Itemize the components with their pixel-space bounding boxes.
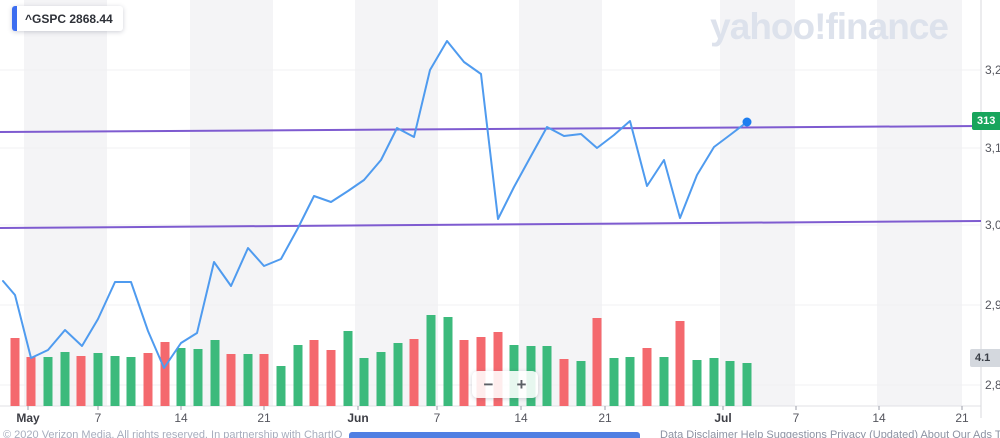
volume-bar: [609, 358, 619, 406]
volume-bar: [343, 331, 353, 406]
symbol-price-label: ^GSPC 2868.44: [25, 11, 113, 26]
date-axis-label: 14: [174, 411, 188, 425]
price-axis-label: 2,9: [985, 298, 1000, 312]
volume-bar: [709, 358, 719, 406]
volume-bar: [409, 339, 419, 406]
copyright-text: © 2020 Verizon Media. All rights reserve…: [3, 429, 343, 438]
date-axis-label: 7: [792, 411, 800, 425]
volume-bar: [76, 356, 86, 406]
volume-bar: [210, 340, 220, 406]
volume-bar: [493, 332, 503, 406]
date-axis-label: Jun: [347, 411, 369, 425]
volume-bar: [393, 343, 403, 406]
week-band: [877, 0, 962, 406]
volume-bar: [559, 359, 569, 406]
volume-bar: [176, 348, 186, 406]
volume-bar: [293, 345, 303, 406]
volume-bar: [126, 357, 136, 406]
volume-bar: [226, 354, 236, 406]
volume-bar: [659, 357, 669, 406]
price-line: [2, 40, 748, 369]
volume-bar: [93, 353, 103, 406]
volume-bar: [359, 358, 369, 406]
date-axis-label: 14: [872, 411, 886, 425]
footer-links[interactable]: Data Disclaimer Help Suggestions Privacy…: [660, 429, 1000, 438]
volume-bar: [459, 340, 469, 406]
volume-bar: [742, 363, 752, 406]
volume-bar: [625, 357, 635, 406]
week-band: [24, 0, 107, 406]
volume-bar: [193, 349, 203, 406]
volume-bar: [60, 352, 70, 406]
price-axis-label: 3,2: [985, 63, 1000, 77]
zoom-out-button[interactable]: −: [472, 371, 505, 398]
volume-axis-badge: 4.1: [970, 349, 1000, 367]
trend-line[interactable]: [0, 220, 982, 229]
volume-bar: [675, 321, 685, 406]
volume-bar: [160, 342, 170, 406]
date-axis-label: 14: [514, 411, 528, 425]
volume-bar: [276, 366, 286, 406]
volume-bar: [309, 340, 319, 406]
date-axis-label: 7: [433, 411, 441, 425]
trend-line[interactable]: [0, 125, 982, 133]
volume-bar: [43, 357, 53, 406]
last-price-dot: [742, 117, 752, 127]
volume-bar: [26, 357, 36, 406]
date-axis-label: Jul: [714, 411, 732, 425]
week-band: [355, 0, 438, 406]
volume-bar: [692, 360, 702, 406]
price-axis-label: 2,8: [985, 378, 1000, 392]
price-axis-label: 3,1: [985, 141, 1000, 155]
date-axis-label: 21: [257, 411, 271, 425]
volume-bar: [10, 338, 20, 406]
volume-bar: [326, 350, 336, 406]
volume-bar: [443, 317, 453, 406]
volume-bar: [592, 318, 602, 406]
week-band: [720, 0, 795, 406]
tooltip-accent-bar: [12, 6, 17, 31]
volume-bar: [376, 352, 386, 406]
week-band: [519, 0, 602, 406]
volume-bar: [243, 354, 253, 406]
bottom-blue-strip[interactable]: [349, 432, 640, 438]
volume-bar: [642, 348, 652, 406]
volume-bar: [542, 346, 552, 406]
week-band: [190, 0, 273, 406]
volume-bar: [110, 356, 120, 406]
date-axis-label: May: [16, 411, 40, 425]
volume-bar: [725, 361, 735, 406]
price-axis-label: 3,0: [985, 218, 1000, 232]
date-axis-label: 21: [598, 411, 612, 425]
zoom-in-button[interactable]: +: [505, 371, 538, 398]
volume-bar: [576, 361, 586, 406]
volume-bar: [143, 353, 153, 406]
volume-bar: [259, 354, 269, 406]
volume-bar: [426, 315, 436, 406]
date-axis-label: 7: [94, 411, 102, 425]
chart-zoom-controls: − +: [472, 371, 538, 398]
symbol-tooltip: ^GSPC 2868.44: [12, 6, 123, 31]
yahoo-finance-watermark: yahoo!finance: [710, 6, 949, 47]
current-price-badge: 313: [972, 112, 1000, 130]
date-axis-label: 21: [955, 411, 969, 425]
